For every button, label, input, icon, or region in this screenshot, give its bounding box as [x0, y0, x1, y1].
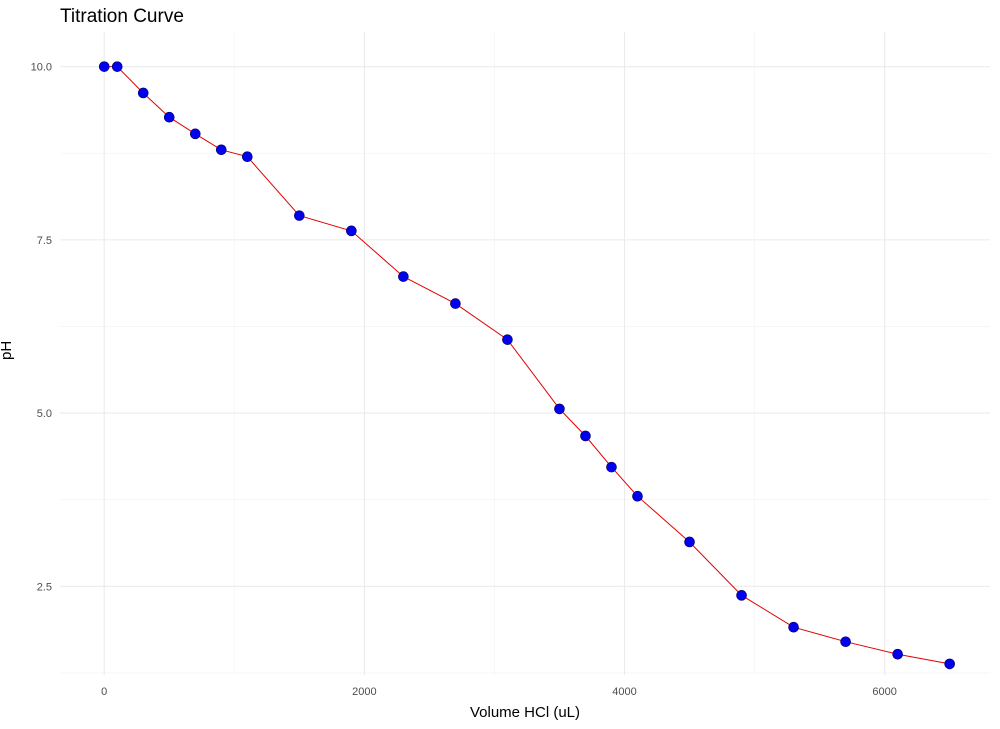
chart-title: Titration Curve — [60, 6, 184, 27]
x-tick-label: 4000 — [612, 686, 636, 698]
y-axis-label: pH — [0, 340, 15, 360]
data-point — [606, 461, 617, 473]
data-point — [111, 61, 123, 72]
data-point — [215, 144, 227, 156]
data-point — [137, 87, 149, 99]
data-point — [788, 621, 799, 633]
y-tick-label: 7.5 — [37, 235, 52, 247]
x-axis-label: Volume HCl (uL) — [469, 704, 581, 721]
data-point — [346, 225, 357, 237]
data-point — [840, 636, 851, 648]
data-point — [98, 61, 110, 72]
data-point — [163, 111, 175, 123]
data-point — [189, 128, 201, 140]
y-tick-label: 5.0 — [37, 408, 52, 420]
data-point — [450, 298, 461, 309]
x-tick-label: 6000 — [872, 686, 896, 698]
data-point — [736, 590, 747, 601]
data-point — [892, 648, 903, 660]
data-point — [398, 271, 409, 282]
x-tick-label: 2000 — [352, 686, 376, 698]
data-point — [294, 210, 305, 221]
y-tick-label: 10.0 — [31, 62, 52, 74]
y-tick-label: 2.5 — [37, 581, 52, 593]
x-tick-label: 0 — [101, 686, 107, 698]
data-point — [580, 430, 591, 442]
data-point — [502, 334, 513, 345]
series-line — [104, 66, 950, 665]
data-point — [242, 151, 253, 163]
data-point — [944, 658, 955, 670]
data-point — [632, 490, 643, 502]
data-point — [684, 536, 695, 548]
data-point — [554, 403, 565, 415]
